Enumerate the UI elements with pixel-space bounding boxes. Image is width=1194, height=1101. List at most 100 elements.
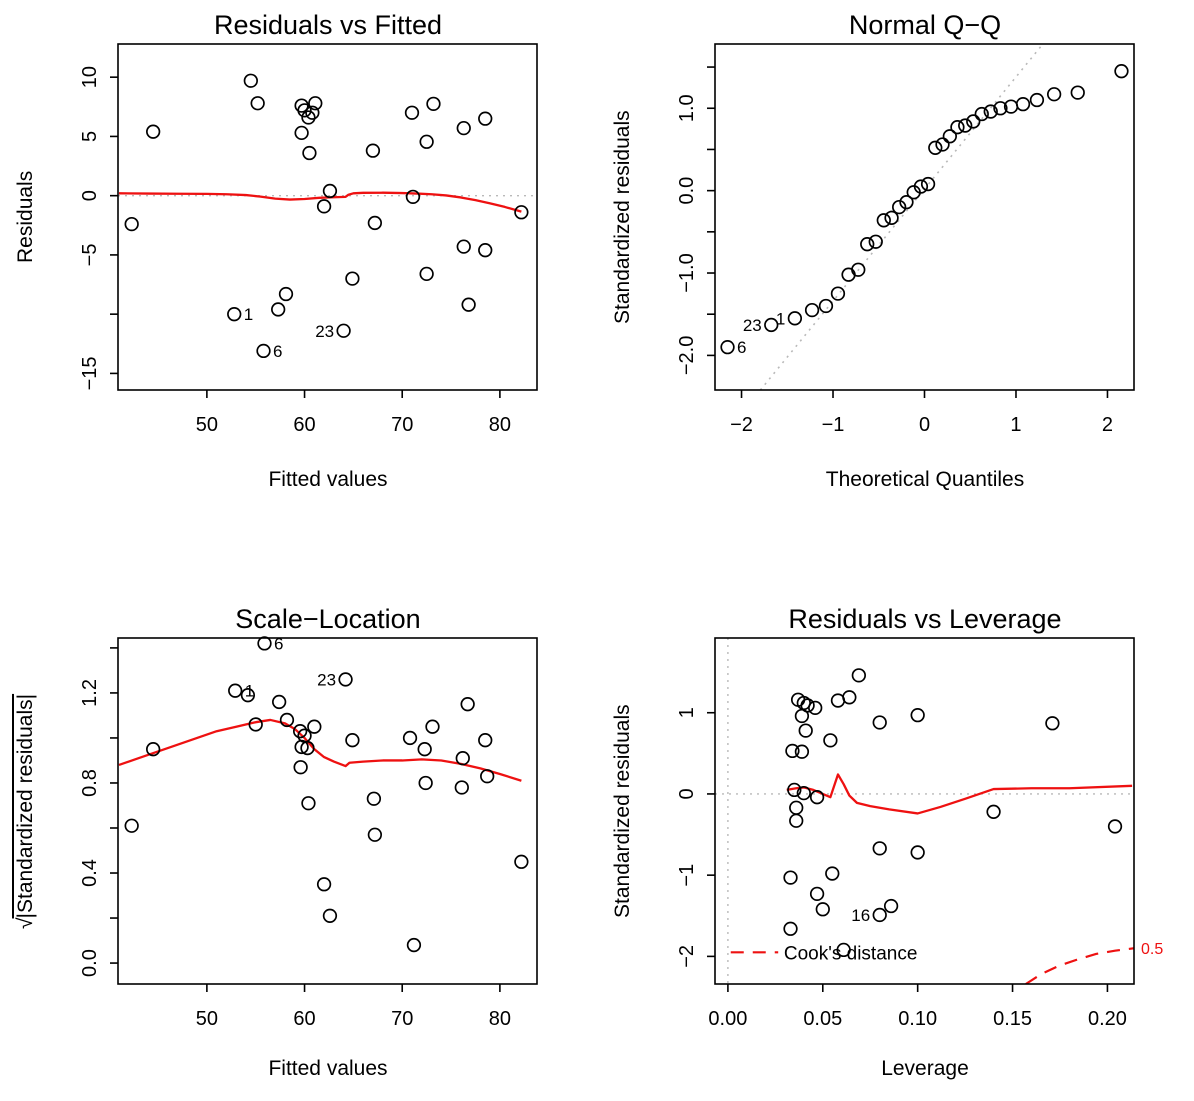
point-id-label: 6 [273, 342, 282, 361]
data-point [892, 199, 907, 215]
data-point [307, 719, 322, 734]
data-point [256, 343, 271, 359]
y-axis-title: √|Standardized residuals| [14, 693, 37, 929]
data-point [146, 742, 161, 757]
data-point [794, 744, 810, 759]
x-tick-label: −1 [822, 414, 845, 436]
data-point [986, 804, 1001, 819]
data-point [764, 317, 779, 333]
data-point [278, 286, 294, 302]
y-tick-label: 1.0 [676, 94, 698, 122]
y-tick-label: 0.4 [79, 859, 101, 887]
y-tick-label: 0.0 [79, 949, 101, 977]
y-tick-label: −2.0 [676, 336, 698, 375]
data-point [783, 921, 798, 936]
data-point [316, 877, 332, 892]
cooks-level-label: 0.5 [1141, 941, 1163, 958]
data-point [804, 302, 820, 318]
panel-scale-location: 1 6 23 50 60 70 80 0.0 0.4 0.8 1.2 Scale−Location … [0, 550, 597, 1101]
point-id-label: 23 [315, 322, 334, 341]
panel-residuals-vs-fitted: 1 6 23 50 60 70 80 10 5 0 −5 −15 Residuals vs Fitte… [0, 0, 597, 550]
data-point [884, 210, 899, 225]
y-tick-label: −1 [676, 864, 698, 887]
data-point [366, 791, 382, 806]
data-point [825, 866, 840, 881]
data-point [243, 73, 258, 88]
y-tick-label: −1.0 [676, 253, 698, 292]
data-point [860, 237, 875, 252]
data-point [478, 243, 493, 258]
y-tick-label: −2 [676, 945, 698, 968]
data-point [794, 708, 810, 724]
y-tick-label: 0 [79, 190, 101, 201]
data-point [796, 785, 811, 801]
data-point [958, 118, 973, 133]
x-tick-label: 0.10 [898, 1008, 937, 1030]
smooth-line [118, 718, 522, 782]
data-point [1046, 87, 1062, 102]
point-id-label: 16 [851, 906, 870, 925]
data-point [842, 690, 857, 705]
data-point [809, 886, 825, 901]
data-point [478, 733, 493, 748]
data-point [808, 700, 823, 715]
point-id-label: 1 [776, 309, 785, 328]
data-point [935, 137, 950, 152]
point-id-label: 6 [737, 338, 746, 357]
data-point [405, 189, 421, 205]
x-tick-label: −2 [730, 414, 753, 436]
data-point [787, 311, 803, 326]
panel-title: Residuals vs Fitted [213, 10, 443, 40]
panel-normal-qq: 6 23 1 −2 −1 0 1 2 1.0 0.0 −1.0 −2.0 Normal Q−Q The… [597, 0, 1194, 550]
data-point [798, 723, 813, 738]
data-point [279, 712, 295, 728]
data-point [426, 96, 441, 111]
data-point [789, 813, 804, 828]
data-point [305, 105, 320, 120]
plot-box [117, 43, 538, 391]
data-point [293, 760, 308, 775]
data-point [456, 120, 471, 136]
x-axis-title: Theoretical Quantiles [825, 468, 1025, 491]
data-point [124, 216, 139, 232]
data-point [454, 780, 469, 795]
smooth-line [118, 191, 522, 213]
data-point [823, 733, 838, 748]
data-point [783, 870, 798, 885]
x-tick-label: 60 [293, 1008, 315, 1030]
data-point [345, 733, 360, 748]
y-axis-title: Residuals [14, 170, 37, 263]
x-tick-label: 0.00 [708, 1008, 747, 1030]
y-tick-label: 10 [79, 66, 101, 88]
data-point [910, 845, 925, 860]
data-point [293, 724, 308, 739]
x-tick-label: 2 [1102, 414, 1113, 436]
data-point [271, 302, 286, 317]
data-point [419, 134, 434, 149]
data-point [404, 105, 420, 120]
point-id-label: 23 [743, 316, 762, 335]
y-tick-label: 1 [676, 707, 698, 718]
data-point [228, 683, 243, 698]
y-axis-title: Standardized residuals [611, 110, 634, 324]
data-point [402, 730, 418, 746]
data-point [417, 742, 432, 757]
y-axis-title: Standardized residuals [611, 704, 634, 918]
data-point [876, 213, 891, 228]
y-tick-label: −5 [79, 244, 101, 267]
plot-box [117, 637, 538, 985]
data-point [841, 267, 856, 282]
data-point [993, 101, 1008, 116]
x-axis-title: Leverage [881, 1057, 969, 1080]
point-id-label: 6 [274, 634, 283, 653]
data-point [872, 907, 887, 923]
data-point [365, 143, 381, 158]
data-point [920, 176, 936, 192]
data-point [272, 694, 287, 710]
data-point [336, 323, 351, 338]
smooth-line [786, 773, 1133, 815]
cooks-distance-contour [1025, 947, 1134, 984]
panel-title: Scale−Location [235, 604, 421, 634]
panel-residuals-vs-leverage: Cook's distance 16 0.5 0.00 0.05 0.10 0.15 0.20… [597, 550, 1194, 1101]
